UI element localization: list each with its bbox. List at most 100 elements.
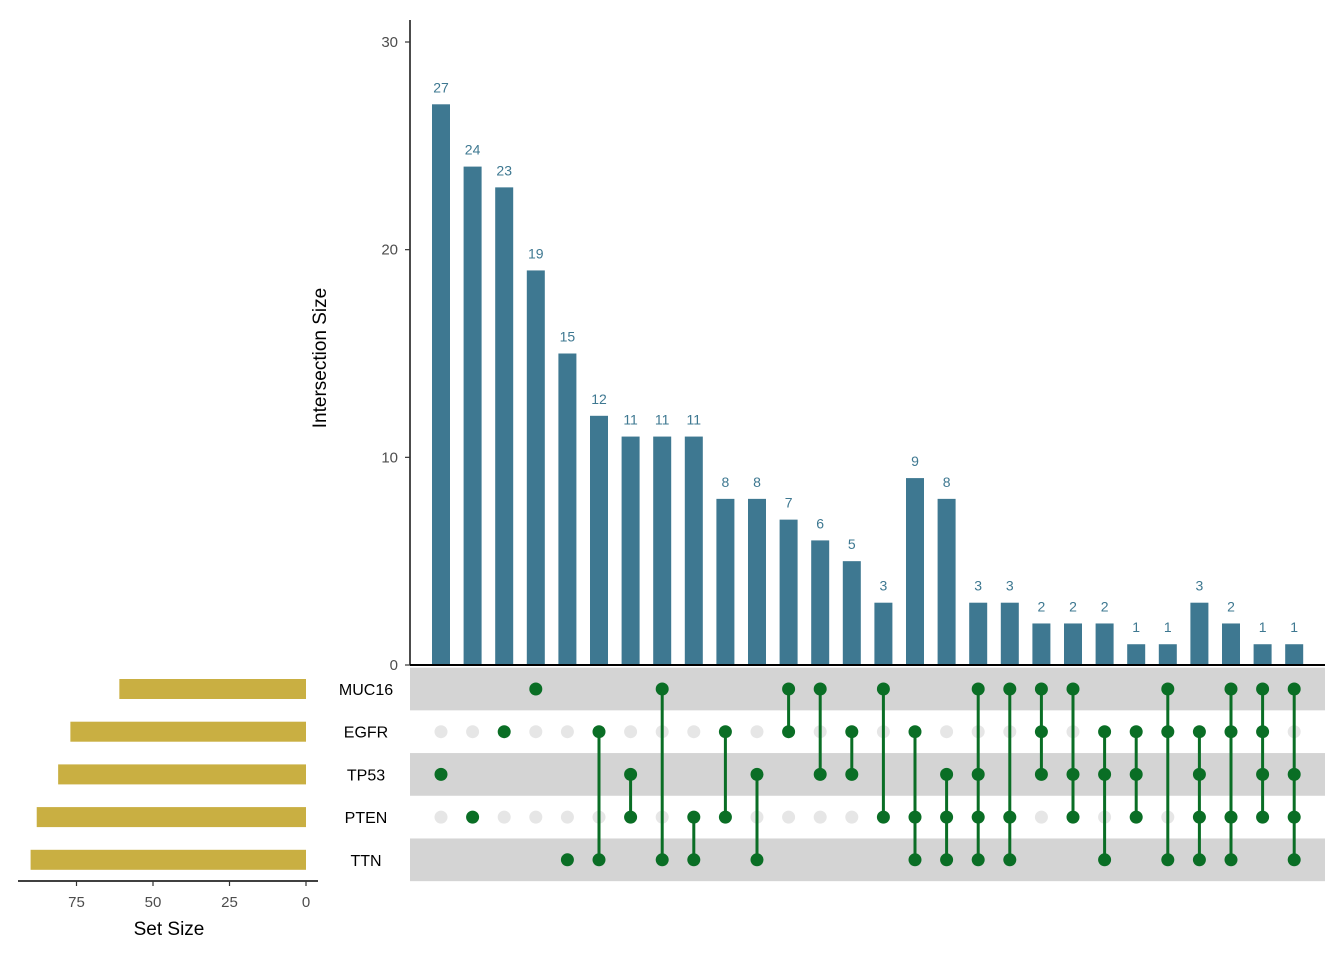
matrix-dot-active <box>1192 853 1206 867</box>
set-size-bar-muc16 <box>119 679 306 699</box>
intersection-bar-label: 23 <box>496 162 512 178</box>
matrix-dot-active <box>718 725 732 739</box>
matrix-dot-active <box>813 767 827 781</box>
matrix-dot-inactive <box>466 725 480 739</box>
intersection-bar-label: 15 <box>560 329 576 345</box>
matrix-dot-active <box>782 682 796 696</box>
intersection-bar-label: 5 <box>848 536 856 552</box>
matrix-dot-active <box>845 767 859 781</box>
matrix-dot-active <box>687 810 701 824</box>
matrix-dot-inactive <box>1034 810 1048 824</box>
intersection-bar-label: 11 <box>687 412 702 428</box>
intersection-bar <box>1285 644 1304 665</box>
y-tick-label: 20 <box>381 242 398 259</box>
matrix-dot-active <box>971 682 985 696</box>
matrix-dot-active <box>971 853 985 867</box>
matrix-dot-active <box>1224 725 1238 739</box>
intersection-bar-label: 9 <box>911 453 919 469</box>
intersection-bar <box>432 104 450 666</box>
intersection-bar <box>748 498 766 665</box>
matrix-dot-active <box>592 853 606 867</box>
matrix-dot-active <box>971 767 985 781</box>
matrix-dot-active <box>1034 725 1048 739</box>
set-label-tp53: TP53 <box>347 767 385 784</box>
matrix-dot-active <box>940 810 954 824</box>
matrix-dot-active <box>1066 810 1080 824</box>
matrix-dot-inactive <box>813 810 827 824</box>
matrix-dot-active <box>592 725 606 739</box>
intersection-bar <box>779 519 798 665</box>
intersection-bar <box>1253 644 1272 665</box>
y-tick-label: 10 <box>381 449 398 466</box>
intersection-bar-label: 3 <box>1196 578 1204 594</box>
intersection-bar <box>1064 623 1082 665</box>
intersection-bar <box>1095 623 1114 665</box>
intersection-bar-label: 12 <box>591 391 607 407</box>
intersection-bar-label: 6 <box>816 515 824 531</box>
intersection-bar-label: 24 <box>465 142 481 158</box>
intersection-bar-label: 3 <box>974 578 982 594</box>
matrix-dot-inactive <box>434 810 448 824</box>
matrix-dot-active <box>876 810 890 824</box>
matrix-dot-active <box>655 853 669 867</box>
intersection-bar <box>842 561 861 665</box>
matrix-dot-inactive <box>750 725 764 739</box>
matrix-stripes <box>410 667 1325 882</box>
set-size-tick-label: 50 <box>145 894 162 911</box>
matrix-dot-active <box>1129 767 1143 781</box>
matrix-dot-active <box>718 810 732 824</box>
matrix-dot-inactive <box>529 725 543 739</box>
set-size-tick-label: 75 <box>68 894 85 911</box>
matrix-dot-active <box>1287 682 1301 696</box>
matrix-dot-active <box>750 767 764 781</box>
intersection-bar-label: 11 <box>623 412 638 428</box>
intersection-bar <box>495 187 514 665</box>
set-size-bar-ttn <box>30 849 306 870</box>
matrix-dot-active <box>1098 767 1112 781</box>
intersection-bar <box>653 436 672 665</box>
intersection-bar-label: 2 <box>1101 598 1109 614</box>
intersection-bar-label: 27 <box>433 79 449 95</box>
matrix-stripe-muc16 <box>410 667 1325 711</box>
matrix-dot-active <box>1256 810 1270 824</box>
intersection-bar-label: 7 <box>785 495 793 511</box>
matrix-dot-active <box>908 725 922 739</box>
intersection-bar <box>1158 644 1177 665</box>
intersection-bar <box>621 436 640 665</box>
matrix-dot-inactive <box>560 725 574 739</box>
matrix-dot-inactive <box>687 725 701 739</box>
intersection-bar <box>526 270 545 665</box>
matrix-dot-active <box>1003 682 1017 696</box>
matrix-dot-active <box>1224 810 1238 824</box>
set-size-bar-tp53 <box>58 764 306 785</box>
matrix-dot-inactive <box>434 725 448 739</box>
matrix-stripe-tp53 <box>410 753 1325 796</box>
matrix-dot-active <box>1034 767 1048 781</box>
matrix-dot-active <box>1256 725 1270 739</box>
matrix-dot-active <box>1224 853 1238 867</box>
set-size-x-axis: 75 50 25 0 <box>18 880 318 911</box>
matrix-dot-active <box>940 853 954 867</box>
intersection-bar-label: 8 <box>943 474 951 490</box>
matrix-dot-active <box>1161 853 1175 867</box>
intersection-bar-label: 2 <box>1038 598 1046 614</box>
matrix-dot-active <box>434 767 448 781</box>
matrix-dot-active <box>1129 725 1143 739</box>
matrix-dot-active <box>1098 853 1112 867</box>
set-size-bar-egfr <box>70 721 306 742</box>
matrix-dot-active <box>1256 682 1270 696</box>
matrix-dot-active <box>908 853 922 867</box>
intersection-bar-label: 19 <box>528 245 544 261</box>
intersection-bar-label: 2 <box>1227 598 1235 614</box>
intersection-bar <box>684 436 703 665</box>
intersection-matrix <box>434 682 1301 867</box>
intersection-bar <box>558 353 577 665</box>
set-label-muc16: MUC16 <box>339 682 393 699</box>
matrix-dot-active <box>1066 682 1080 696</box>
matrix-dot-active <box>876 682 890 696</box>
matrix-dot-active <box>971 810 985 824</box>
matrix-dot-active <box>782 725 796 739</box>
matrix-dot-active <box>687 853 701 867</box>
matrix-stripe-ttn <box>410 838 1325 882</box>
